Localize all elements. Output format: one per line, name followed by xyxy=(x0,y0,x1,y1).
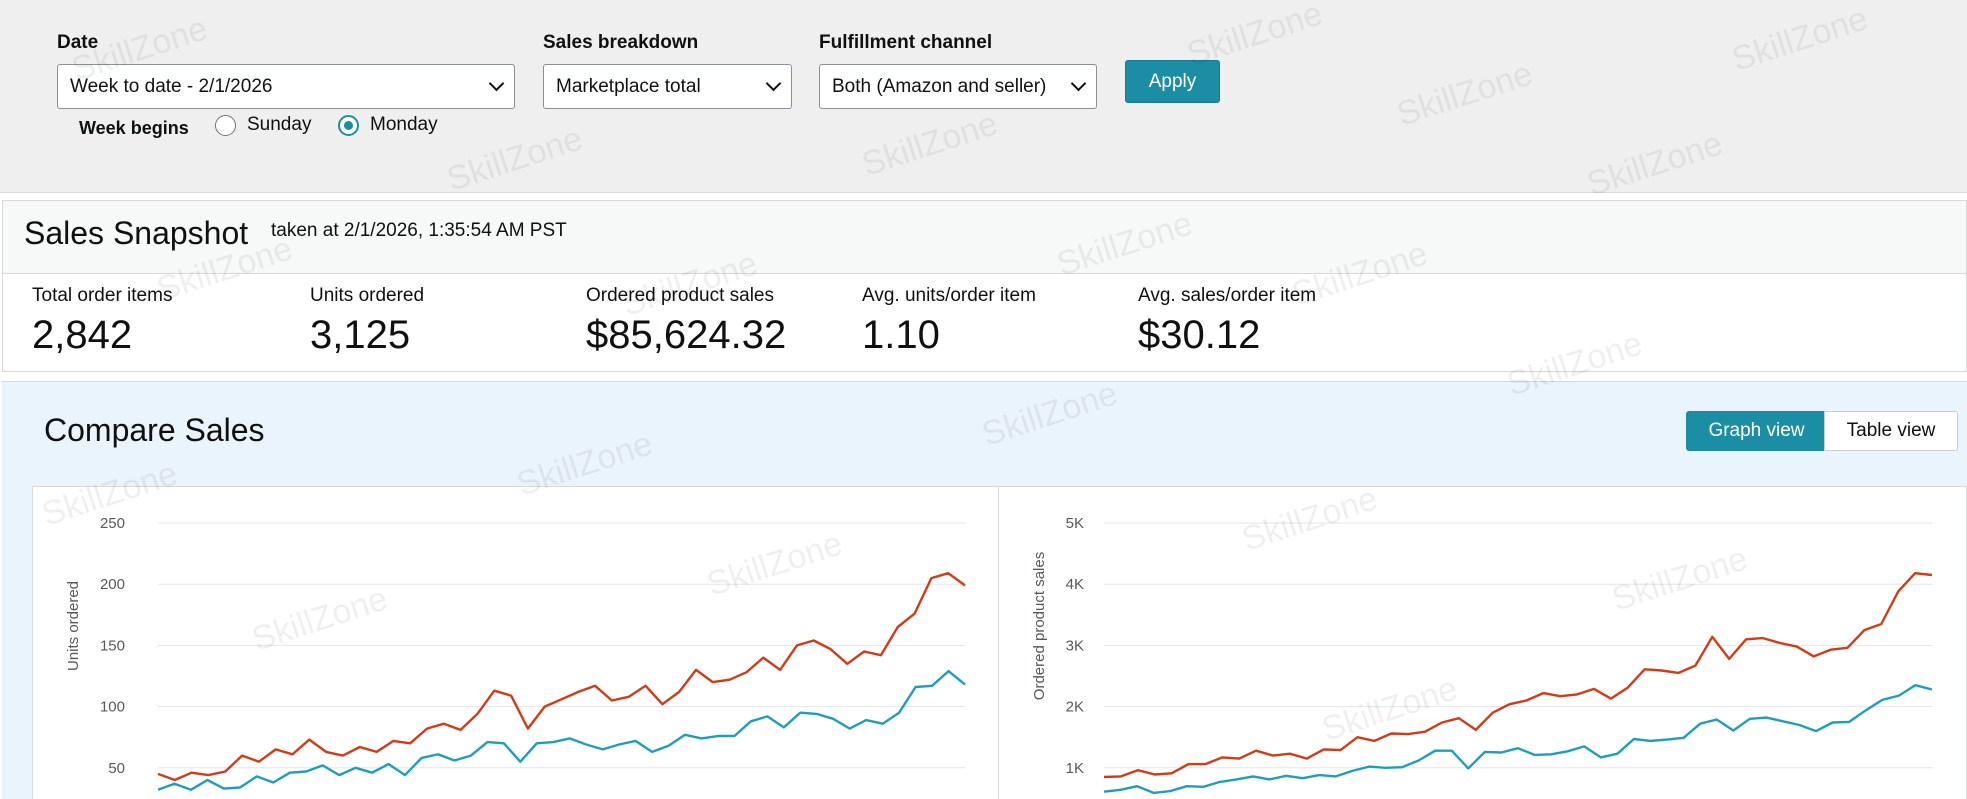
compare-sales: Compare Sales Graph view Table view 0501… xyxy=(2,381,1967,799)
chart-divider xyxy=(998,487,999,799)
metric-label: Avg. units/order item xyxy=(862,285,1036,306)
radio-sunday[interactable]: Sunday xyxy=(215,114,311,136)
y-tick-label: 50 xyxy=(108,760,125,777)
date-select[interactable]: Week to date - 2/1/2026 xyxy=(57,64,515,109)
metric-label: Avg. sales/order item xyxy=(1138,285,1317,306)
snapshot-timestamp: taken at 2/1/2026, 1:35:54 AM PST xyxy=(271,220,567,241)
chevron-down-icon xyxy=(488,75,505,92)
y-tick-label: 1K xyxy=(1066,760,1084,777)
chevron-down-icon xyxy=(765,75,782,92)
channel-select-value: Both (Amazon and seller) xyxy=(832,75,1047,97)
metric-avg-units-per-order-item: Avg. units/order item 1.10 xyxy=(862,285,1036,358)
metric-avg-sales-per-order-item: Avg. sales/order item $30.12 xyxy=(1138,285,1316,358)
y-axis-label: Ordered product sales xyxy=(1031,552,1048,700)
series-line-red xyxy=(1103,571,1933,779)
y-tick-label: 200 xyxy=(100,576,125,593)
metric-label: Total order items xyxy=(32,285,173,306)
metric-total-order-items: Total order items 2,842 xyxy=(32,285,172,358)
series-line-teal xyxy=(157,669,966,791)
charts-panel: 050100150200250Units ordered 01K2K3K4K5K… xyxy=(32,486,1967,799)
radio-button-icon xyxy=(215,114,236,136)
y-tick-label: 150 xyxy=(100,637,125,654)
week-begins-label: Week begins xyxy=(79,118,189,138)
radio-sunday-label: Sunday xyxy=(247,114,312,135)
sales-snapshot: Sales Snapshot taken at 2/1/2026, 1:35:5… xyxy=(2,200,1967,372)
compare-sales-title: Compare Sales xyxy=(44,412,265,448)
date-select-value: Week to date - 2/1/2026 xyxy=(70,75,273,97)
filter-bar: Date Week to date - 2/1/2026 Sales break… xyxy=(0,0,1967,193)
y-axis-label: Units ordered xyxy=(65,581,82,671)
metric-value: 2,842 xyxy=(32,313,133,357)
metric-value: $30.12 xyxy=(1138,313,1261,357)
breakdown-label: Sales breakdown xyxy=(543,32,699,53)
breakdown-select[interactable]: Marketplace total xyxy=(543,64,792,109)
date-label: Date xyxy=(57,32,99,53)
metric-ordered-product-sales: Ordered product sales $85,624.32 xyxy=(586,285,786,358)
y-tick-label: 100 xyxy=(100,699,125,716)
metric-value: 1.10 xyxy=(862,313,940,357)
metric-value: 3,125 xyxy=(310,313,411,357)
radio-monday-label: Monday xyxy=(370,114,438,135)
metric-units-ordered: Units ordered 3,125 xyxy=(310,285,424,358)
channel-label: Fulfillment channel xyxy=(819,32,993,53)
series-line-teal xyxy=(1103,683,1933,795)
y-tick-label: 250 xyxy=(100,515,125,532)
metric-value: $85,624.32 xyxy=(586,313,787,357)
breakdown-select-value: Marketplace total xyxy=(556,75,701,97)
chevron-down-icon xyxy=(1070,75,1087,92)
graph-view-button[interactable]: Graph view xyxy=(1686,411,1827,451)
channel-select[interactable]: Both (Amazon and seller) xyxy=(819,64,1097,109)
series-line-red xyxy=(157,571,966,782)
y-tick-label: 4K xyxy=(1066,576,1084,593)
table-view-button[interactable]: Table view xyxy=(1824,411,1958,451)
metric-label: Units ordered xyxy=(310,285,425,306)
metric-label: Ordered product sales xyxy=(586,285,774,306)
snapshot-header: Sales Snapshot taken at 2/1/2026, 1:35:5… xyxy=(3,201,1966,274)
apply-button[interactable]: Apply xyxy=(1125,60,1220,103)
y-tick-label: 3K xyxy=(1066,637,1084,654)
snapshot-title: Sales Snapshot xyxy=(24,215,249,251)
radio-button-selected-icon xyxy=(338,114,359,136)
ordered-product-sales-chart: 01K2K3K4K5KOrdered product sales xyxy=(1031,515,1933,795)
y-tick-label: 5K xyxy=(1066,515,1084,532)
radio-monday[interactable]: Monday xyxy=(338,114,438,136)
units-ordered-chart: 050100150200250Units ordered xyxy=(65,515,966,791)
y-tick-label: 2K xyxy=(1066,699,1084,716)
